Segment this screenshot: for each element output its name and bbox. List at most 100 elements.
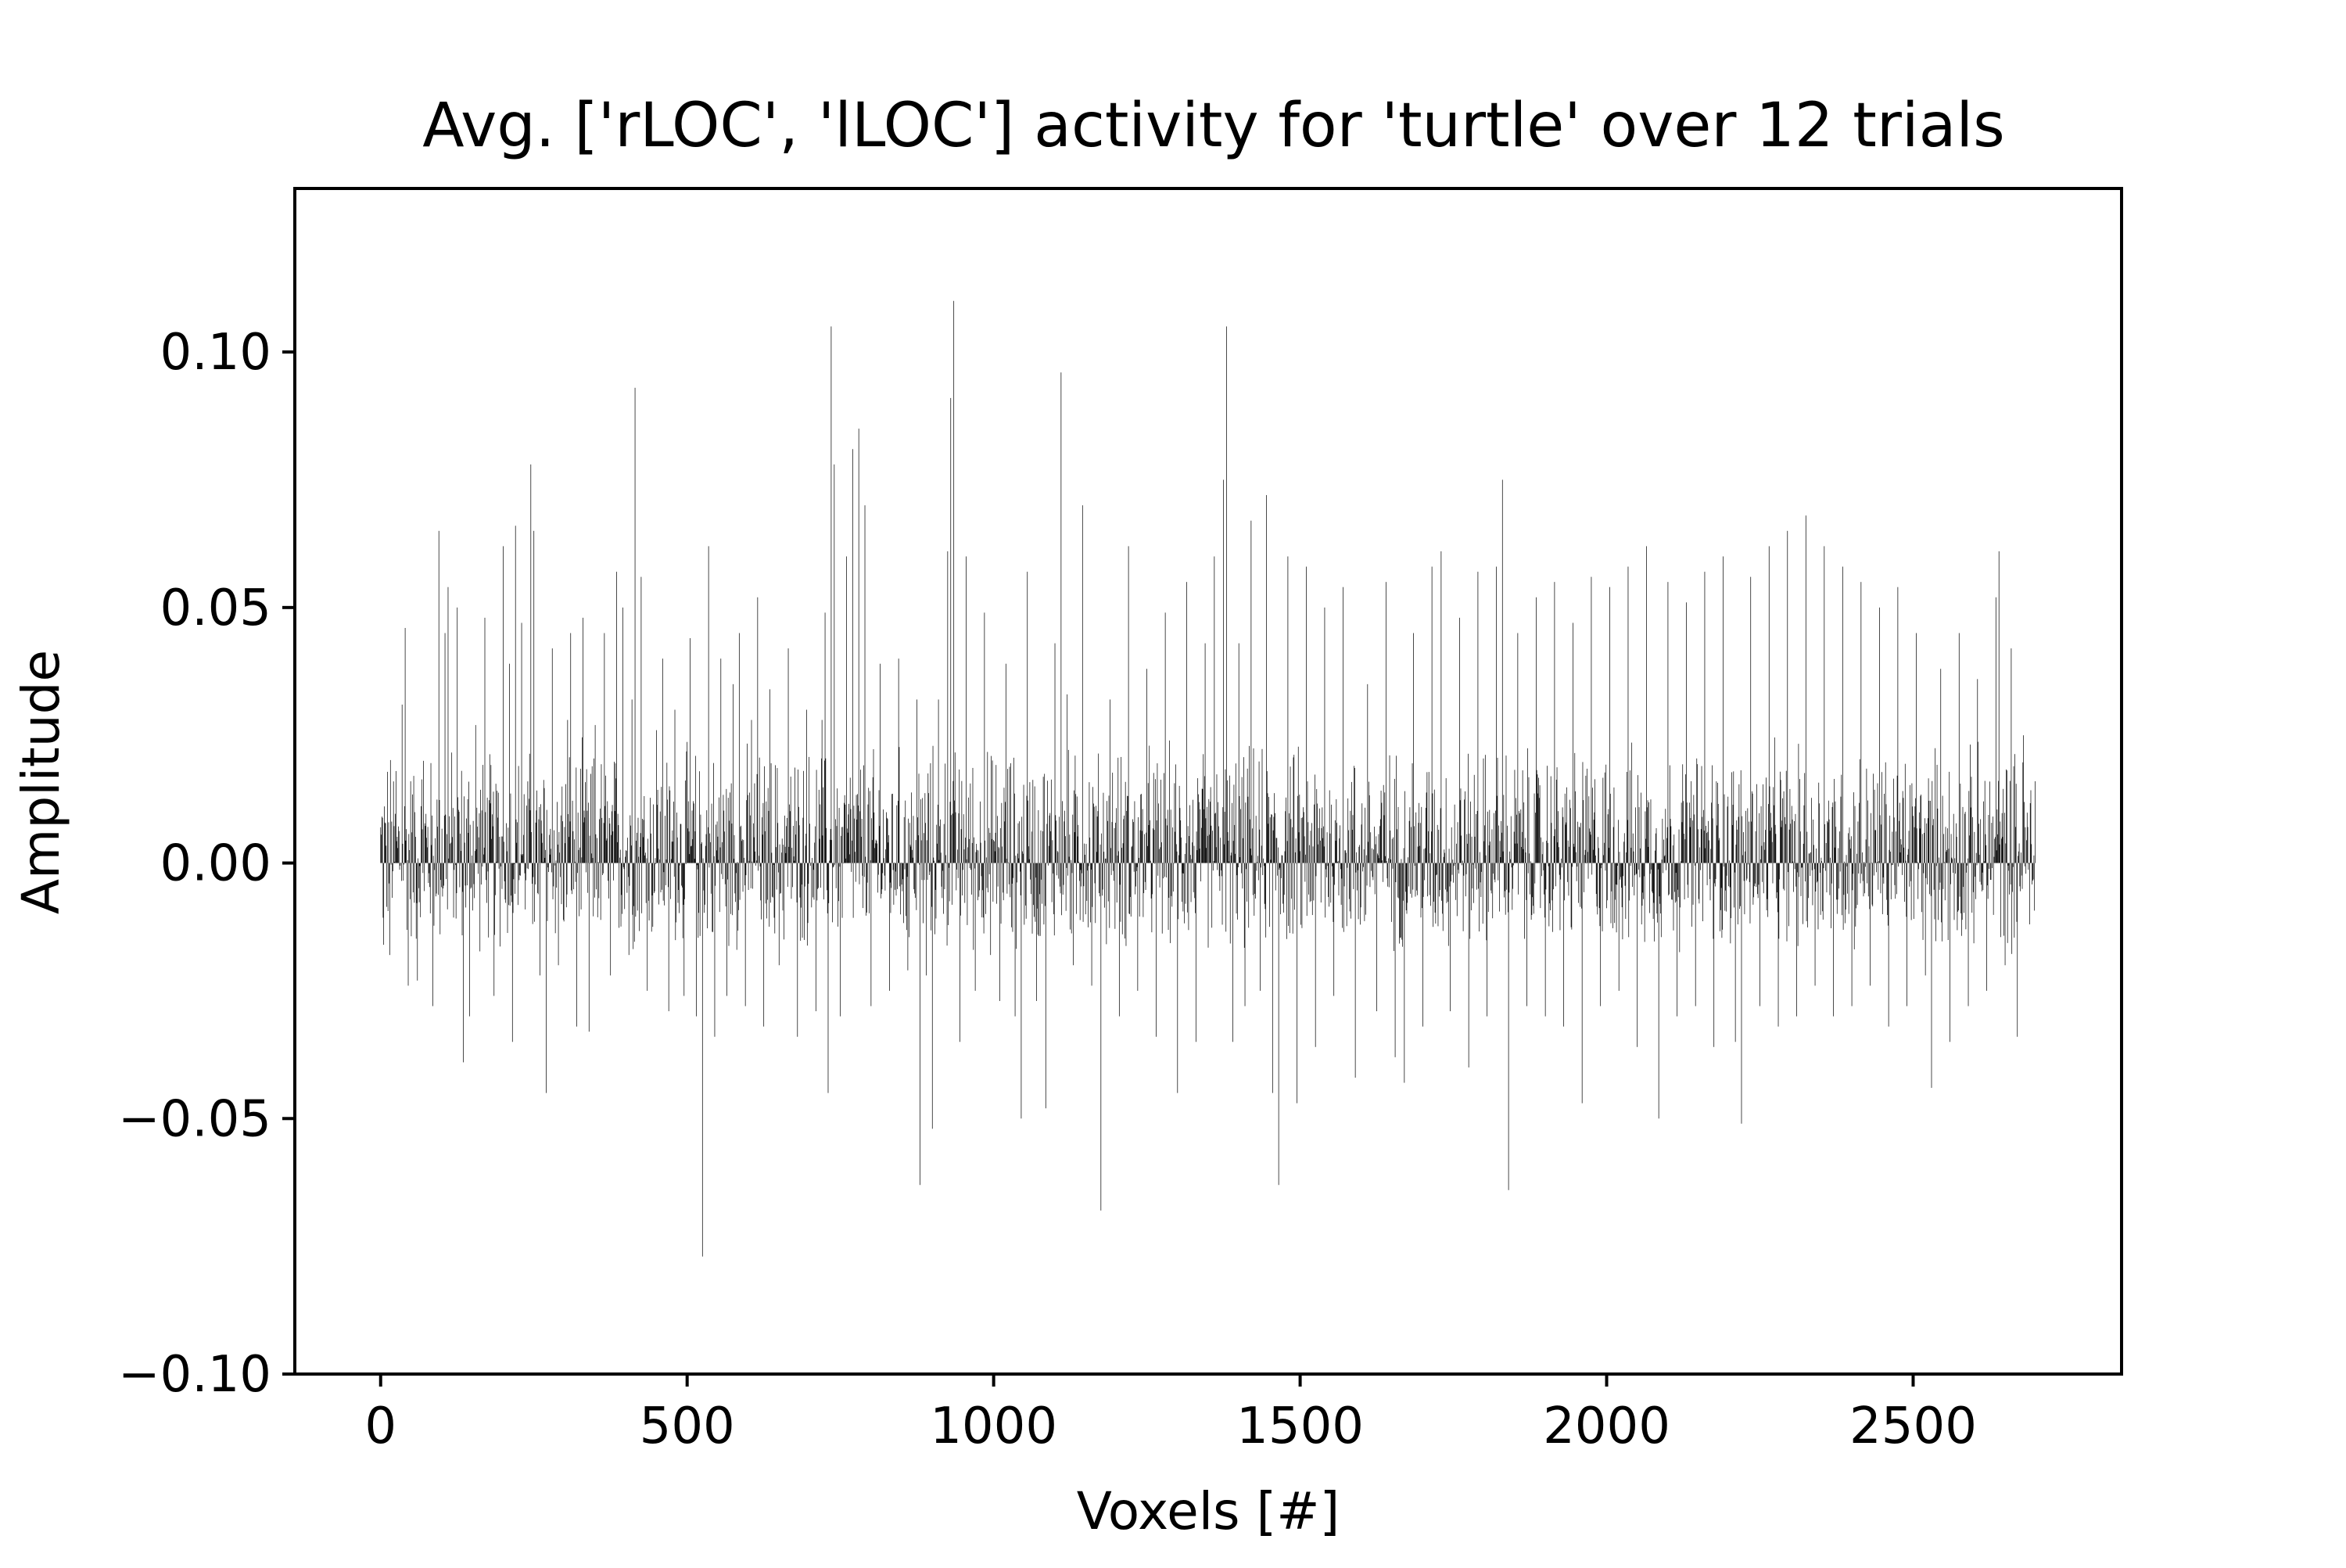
bar — [2027, 827, 2029, 863]
bar — [1708, 820, 1709, 863]
bar — [1358, 846, 1360, 863]
bar — [548, 863, 549, 872]
bar — [1535, 813, 1536, 863]
bar — [970, 863, 971, 870]
bar — [1275, 863, 1276, 891]
bar — [1006, 863, 1008, 894]
bar — [1431, 566, 1433, 863]
bar — [1219, 863, 1221, 892]
bar — [1916, 633, 1917, 863]
bar — [1567, 840, 1569, 863]
bar — [734, 834, 735, 863]
bar — [1428, 831, 1429, 863]
bar — [948, 863, 949, 925]
bar — [927, 773, 929, 863]
bar — [2008, 863, 2010, 871]
bar — [1675, 863, 1677, 874]
bar — [952, 813, 953, 863]
bar — [2030, 790, 2032, 863]
bar — [1115, 823, 1116, 863]
bar — [1902, 863, 1903, 875]
bar — [1542, 841, 1544, 863]
bar — [438, 863, 439, 895]
bar — [1251, 855, 1253, 863]
bar — [1334, 863, 1335, 885]
bar — [757, 597, 759, 863]
bar — [1523, 849, 1524, 863]
bar — [1275, 838, 1277, 863]
bar — [1924, 832, 1925, 863]
bar — [1182, 863, 1183, 874]
bar — [798, 825, 800, 863]
bar — [1510, 859, 1511, 863]
bar — [2029, 863, 2030, 924]
bar — [687, 828, 688, 863]
bar — [989, 832, 991, 863]
bar — [1153, 773, 1154, 863]
bar — [659, 859, 660, 863]
bar — [1787, 530, 1788, 863]
bar — [1889, 815, 1891, 863]
bar — [663, 863, 665, 873]
bar — [1482, 863, 1483, 864]
bar — [1121, 863, 1123, 935]
bar — [1792, 861, 1794, 863]
bar — [1445, 863, 1446, 890]
bar — [1320, 840, 1321, 863]
bar — [1903, 847, 1905, 863]
bar — [1942, 795, 1943, 863]
bar — [1326, 832, 1328, 863]
bar — [2026, 813, 2028, 863]
bar — [1659, 863, 1660, 897]
bar — [1008, 863, 1010, 884]
bar — [1496, 795, 1498, 863]
bar — [1726, 863, 1727, 912]
bar — [601, 764, 602, 863]
bar — [534, 863, 536, 884]
bar — [750, 863, 752, 888]
bar — [585, 782, 586, 863]
bar — [1551, 863, 1553, 901]
bar — [628, 863, 629, 877]
bar — [1896, 863, 1897, 895]
bar — [1377, 855, 1379, 863]
bar — [592, 858, 594, 863]
bar — [1626, 852, 1627, 863]
bar — [1184, 853, 1186, 863]
bar — [1770, 813, 1771, 863]
bar — [981, 863, 983, 918]
bar — [1328, 863, 1329, 897]
bar — [1031, 863, 1033, 934]
bar — [1289, 813, 1290, 863]
bar — [465, 863, 466, 886]
bar — [494, 863, 496, 895]
bar — [856, 820, 858, 863]
bar — [1967, 863, 1968, 866]
bar — [1820, 857, 1822, 863]
bar — [763, 863, 765, 1027]
bar — [730, 783, 732, 863]
bar — [1660, 863, 1661, 914]
bar — [1842, 863, 1844, 930]
bar — [1361, 824, 1362, 863]
bar — [658, 849, 659, 863]
bar — [1751, 821, 1752, 863]
bar — [1039, 863, 1040, 895]
bar — [1752, 863, 1754, 905]
bar — [1293, 755, 1295, 863]
bar — [728, 863, 730, 946]
bar — [1507, 825, 1508, 863]
bar — [1533, 863, 1534, 906]
bar — [914, 863, 915, 894]
bar — [1539, 785, 1541, 863]
bar — [796, 863, 798, 902]
bar — [1232, 841, 1234, 863]
bar — [1955, 863, 1956, 874]
bar — [1434, 863, 1436, 913]
bar — [806, 863, 808, 946]
bar — [1033, 863, 1034, 906]
bar — [482, 765, 484, 863]
bar — [1451, 827, 1452, 863]
bar — [1882, 863, 1884, 877]
bar — [623, 863, 625, 870]
